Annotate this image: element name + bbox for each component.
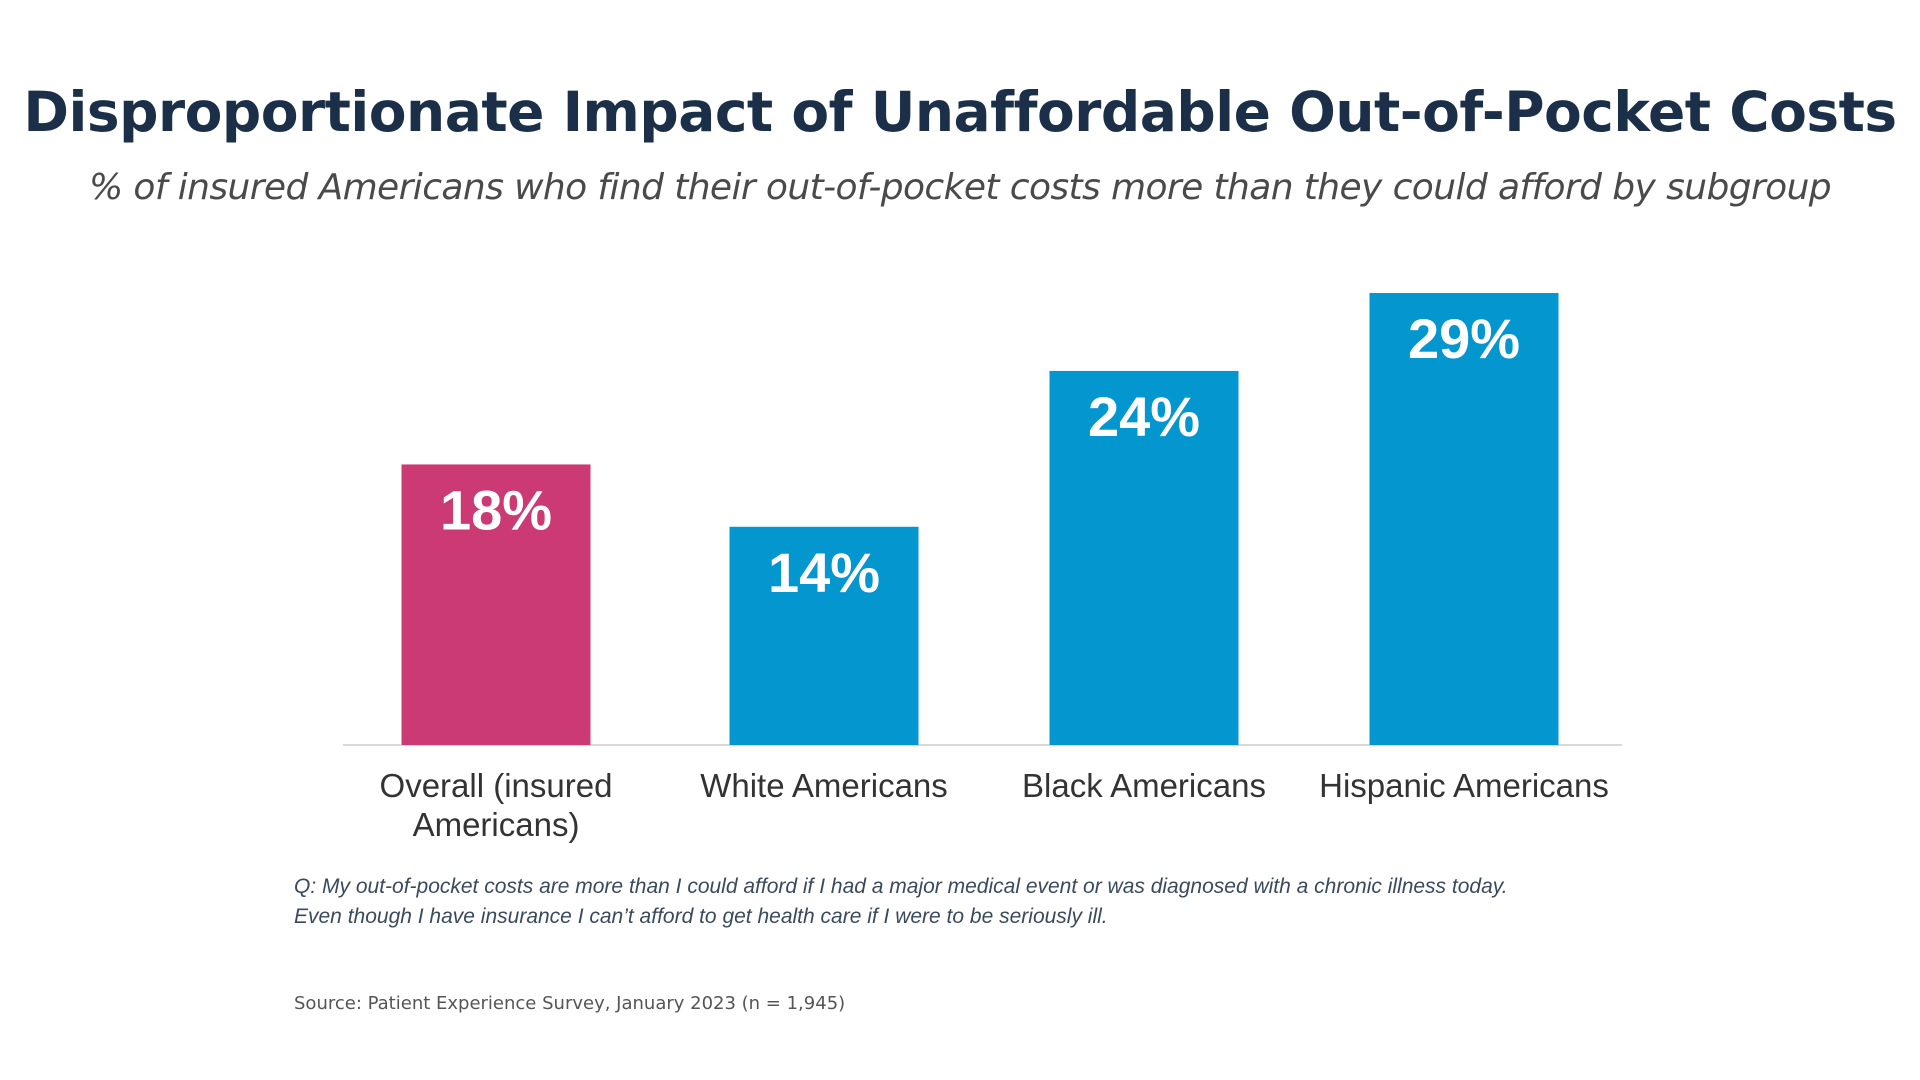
bar-value-label: 14% [768,541,880,604]
chart-title: Disproportionate Impact of Unaffordable … [23,80,1897,144]
bar [1369,293,1559,745]
chart-subtitle: % of insured Americans who find their ou… [88,167,1832,208]
bar-value-label: 18% [440,478,552,541]
bar [1049,370,1239,745]
category-label: Hispanic Americans [1319,767,1609,804]
category-label: White Americans [700,767,948,804]
bar-value-label: 29% [1408,307,1520,370]
category-label: Overall (insured [380,767,613,804]
category-label: Americans) [413,806,580,843]
survey-question: Q: My out-of-pocket costs are more than … [294,872,1694,932]
bar-value-label: 24% [1088,385,1200,448]
survey-question-line: Even though I have insurance I can’t aff… [294,905,1108,928]
survey-question-line: Q: My out-of-pocket costs are more than … [294,875,1508,898]
bar [401,464,591,745]
value-label-group: 18% 14% 24% 29% [440,307,1520,604]
source-note: Source: Patient Experience Survey, Janua… [294,993,846,1014]
category-label: Black Americans [1022,767,1266,804]
bar [729,526,919,745]
bar-group [401,293,1559,745]
